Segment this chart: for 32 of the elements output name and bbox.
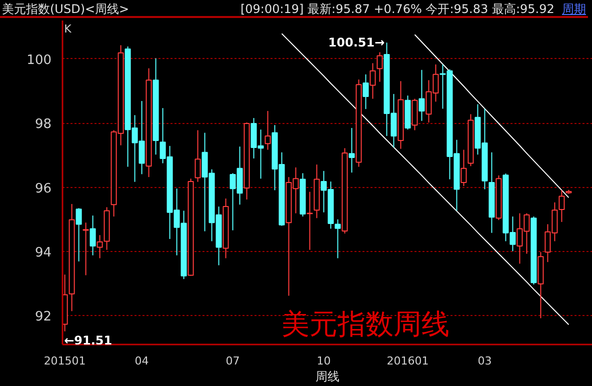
x-tick-label: 201501 [44,354,86,368]
annotation: 100.51→ [328,36,385,50]
y-tick-label: 96 [34,181,52,196]
x-axis-title: 周线 [316,370,340,384]
y-tick-label: 92 [34,310,52,325]
title: 美元指数(USD)<周线> [2,1,130,16]
candlestick [376,52,383,82]
annotation: ←91.51 [64,333,112,348]
y-tick-label: 98 [34,117,52,132]
candlestick [264,110,271,150]
candlestick [82,222,89,276]
x-tick-label: 07 [226,354,240,368]
annotation: 美元指数周线 [282,308,450,340]
candlestick [96,234,103,259]
candlestick [370,62,376,100]
x-tick-label: 201601 [386,354,429,368]
annotation: 周期 [562,2,586,16]
x-tick-label: 04 [134,354,149,368]
candlestick [348,127,355,174]
x-tick-label: 10 [316,354,331,368]
line-series [414,34,570,198]
y-tick-label: 94 [34,245,52,260]
x-tick-label: 03 [478,354,492,368]
candlestick [194,130,201,182]
candlestick [76,208,82,262]
candlestick [362,74,369,110]
subtitle: [09:00:19] 最新:95.87 +0.76% 今开:95.83 最高:95.92 [240,2,554,16]
candlestick [90,215,96,256]
y-axis-title: K [64,22,72,36]
candlestick [418,69,425,122]
candlestick [460,149,467,187]
y-tick-label: 100 [26,52,52,68]
